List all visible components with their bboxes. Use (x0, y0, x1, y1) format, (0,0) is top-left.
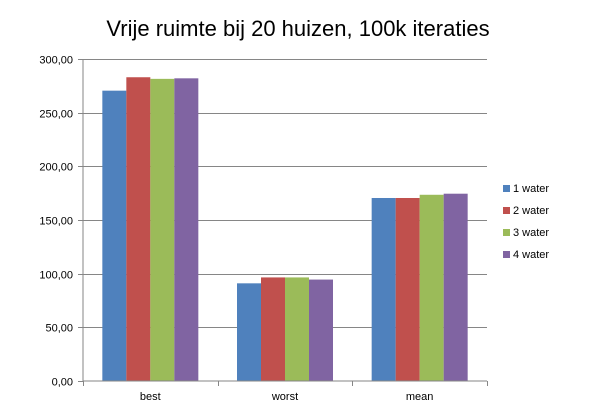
x-tick-label: best (140, 391, 161, 403)
legend-label: 2 water (513, 205, 549, 217)
y-tick-label: 50,00 (45, 323, 73, 335)
bar-worst-3-water (285, 277, 309, 381)
y-tick-labels: 0,00 50,00 100,00 150,00 200,00 250,00 300,00 (39, 55, 73, 389)
bar-best-2-water (126, 77, 151, 381)
y-tick-label: 0,00 (52, 377, 73, 389)
bar-worst-1-water (237, 283, 261, 381)
y-tick-label: 150,00 (39, 216, 73, 228)
legend-swatch (503, 207, 510, 214)
x-tick-label: mean (406, 391, 434, 403)
x-tick-labels: best worst mean (83, 381, 488, 403)
bar-best-4-water (174, 78, 199, 381)
chart-title: Vrije ruimte bij 20 huizen, 100k iterati… (106, 16, 489, 41)
y-tick-label: 200,00 (39, 162, 73, 174)
axes (82, 59, 487, 382)
legend: 1 water 2 water 3 water 4 water (503, 183, 549, 261)
legend-swatch (503, 229, 510, 236)
legend-label: 4 water (513, 249, 549, 261)
bar-best-3-water (150, 78, 175, 382)
bar-worst-4-water (309, 279, 333, 381)
y-tick-label: 250,00 (39, 109, 73, 121)
bar-worst-2-water (261, 277, 285, 381)
bars (102, 77, 468, 382)
y-tick-label: 100,00 (39, 270, 73, 282)
y-tick-label: 300,00 (39, 55, 73, 67)
legend-swatch (503, 185, 510, 192)
legend-label: 1 water (513, 183, 549, 195)
bar-mean-4-water (443, 193, 468, 381)
legend-label: 3 water (513, 227, 549, 239)
bar-mean-2-water (395, 197, 420, 381)
legend-swatch (503, 251, 510, 258)
bar-mean-3-water (419, 194, 444, 381)
bar-mean-1-water (371, 197, 396, 381)
x-tick-label: worst (271, 391, 298, 403)
bar-best-1-water (102, 90, 127, 381)
